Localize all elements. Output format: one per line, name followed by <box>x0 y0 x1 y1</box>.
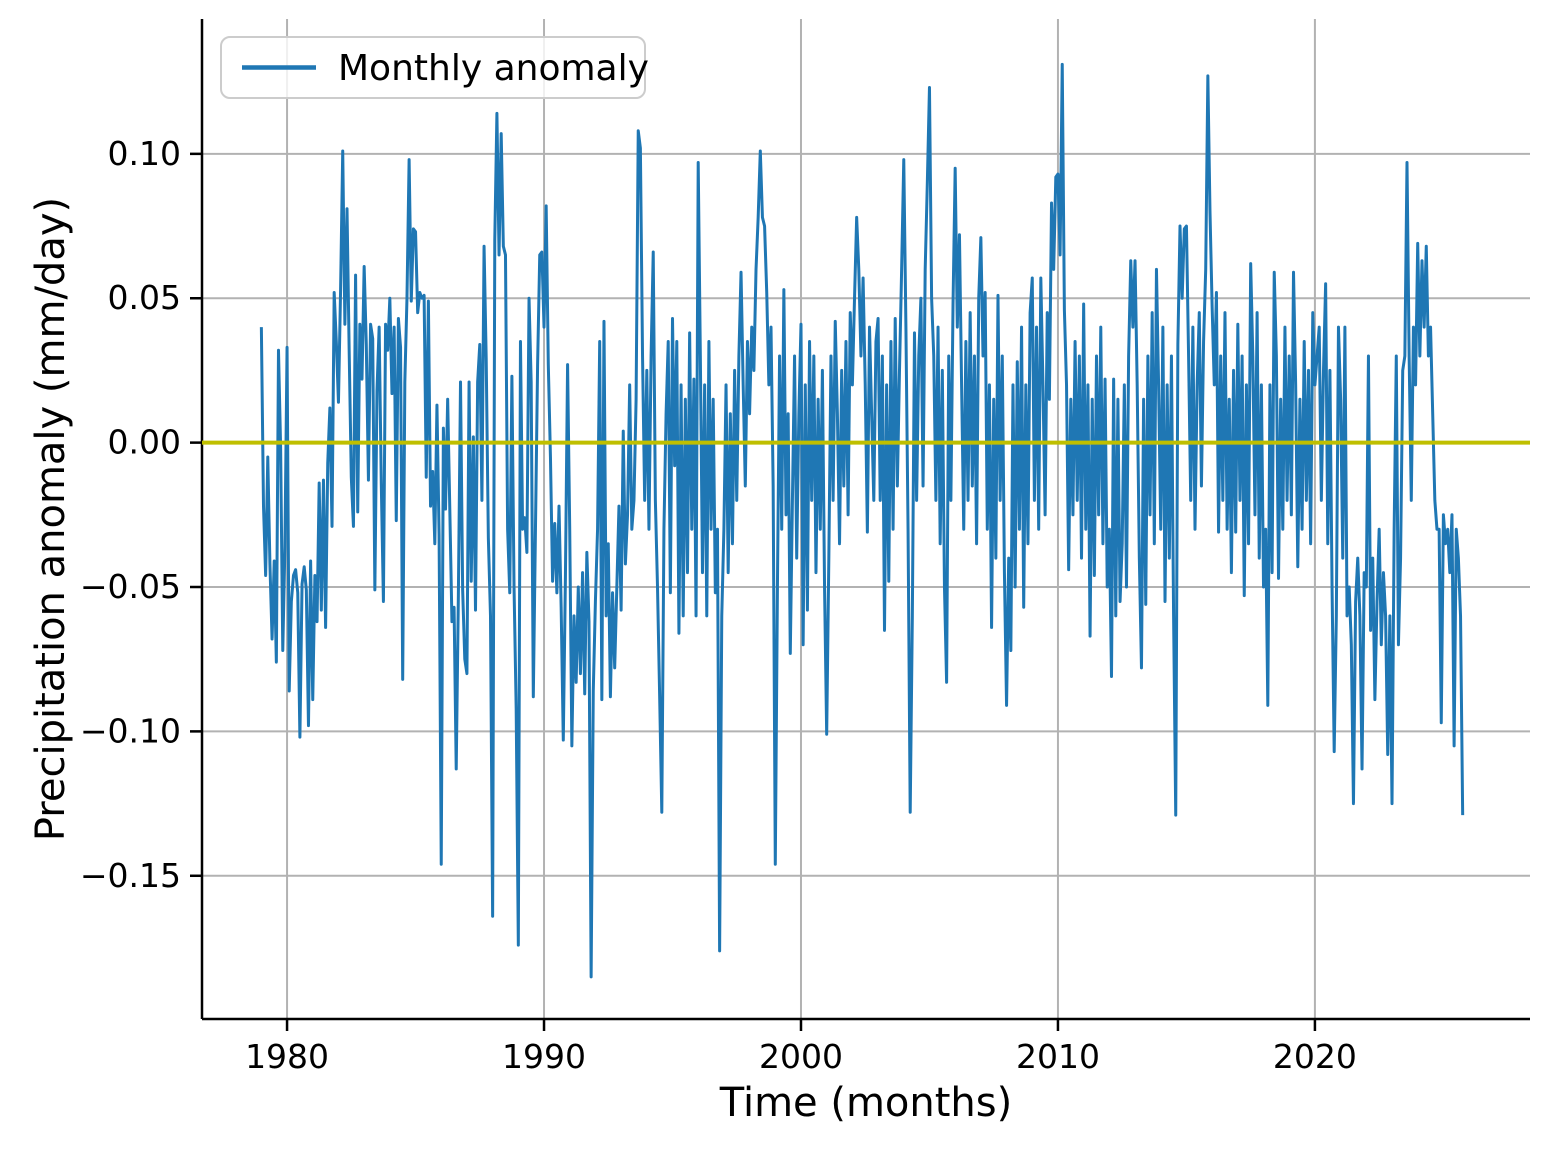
axis-ticks: 1980 1990 2000 2010 2020 0.10 0.05 0.00 −0.05 −0.… <box>80 134 1357 1076</box>
data-series <box>259 62 1465 979</box>
y-tick-label-−0.10: −0.10 <box>80 711 181 750</box>
x-axis-label: Time (months) <box>719 1080 1012 1126</box>
x-tick-label-1990: 1990 <box>502 1037 586 1076</box>
y-tick-label-−0.15: −0.15 <box>80 856 181 895</box>
x-tick-label-2000: 2000 <box>759 1037 843 1076</box>
y-tick-label-0.00: 0.00 <box>108 423 181 462</box>
x-tick-label-1980: 1980 <box>245 1037 329 1076</box>
y-axis-label: Precipitation anomaly (mm/day) <box>28 197 74 841</box>
x-tick-label-2010: 2010 <box>1016 1037 1100 1076</box>
legend-label: Monthly anomaly <box>338 48 649 89</box>
y-tick-label-0.10: 0.10 <box>108 134 181 173</box>
x-tick-label-2020: 2020 <box>1273 1037 1357 1076</box>
y-tick-label-0.05: 0.05 <box>108 278 181 317</box>
legend-box <box>220 36 646 99</box>
axis-labels: Time (months) Precipitation anomaly (mm/d… <box>28 197 1012 1126</box>
legend: Monthly anomaly <box>220 36 649 99</box>
y-tick-label-−0.05: −0.05 <box>80 567 181 606</box>
monthly-anomaly-line <box>259 62 1465 979</box>
axes-spines <box>200 19 1530 1021</box>
